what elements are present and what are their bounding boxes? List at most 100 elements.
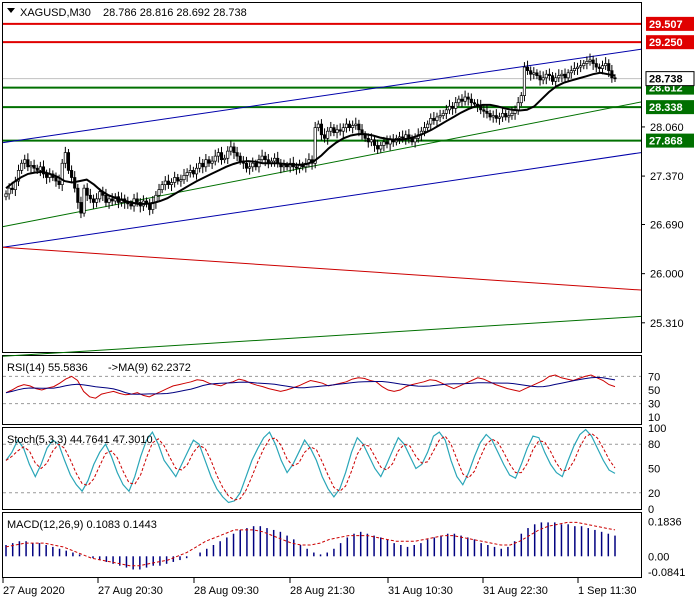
symbol-header: XAGUSD,M30: [20, 7, 91, 19]
candle-body: [104, 194, 108, 203]
level-tag: [646, 35, 694, 50]
candle-body: [550, 75, 555, 82]
macd-label: MACD(12,26,9) 0.1083 0.1443: [7, 519, 157, 531]
candle-body: [26, 159, 30, 168]
candle-body: [76, 187, 80, 203]
candle-body: [469, 98, 473, 104]
candle-body: [354, 123, 358, 126]
candle-body: [23, 159, 27, 164]
candle-body: [488, 113, 492, 118]
candle-body: [160, 184, 164, 190]
candle-body: [223, 157, 227, 161]
candle-body: [251, 162, 255, 168]
trend-line: [2, 152, 642, 248]
candle-body: [329, 127, 333, 132]
candle-body: [507, 115, 511, 118]
candle-body: [369, 139, 373, 143]
candle-body: [294, 166, 298, 169]
candle-body: [204, 159, 208, 168]
rsi-ma-label: ->MA(9) 62.2372: [108, 362, 191, 374]
macd-tick-label: 0.1836: [648, 517, 682, 529]
candle-body: [388, 139, 392, 145]
candle-body: [79, 202, 83, 214]
candle-body: [263, 155, 267, 161]
stoch-panel: [2, 427, 642, 510]
candle-body: [501, 113, 505, 118]
candle-body: [376, 145, 380, 150]
candle-body: [457, 98, 461, 104]
candle-body: [485, 110, 489, 114]
current-price-tag: [645, 71, 695, 87]
candle-body: [363, 134, 367, 139]
candle-body: [466, 96, 470, 100]
rsi-tick-label: 70: [648, 371, 660, 383]
candle-body: [422, 127, 427, 132]
candle-body: [544, 73, 548, 79]
trend-line: [2, 315, 642, 357]
candle-body: [344, 123, 348, 128]
candle-body: [557, 75, 561, 79]
candle-body: [238, 155, 242, 162]
candle-body: [57, 180, 61, 185]
candle-body: [282, 165, 286, 168]
candle-body: [179, 179, 183, 182]
candle-body: [85, 187, 89, 196]
candle-body: [95, 198, 99, 203]
candle-body: [379, 145, 383, 150]
candle-body: [213, 155, 217, 162]
current-price-label: 28.738: [649, 74, 683, 86]
price-tick-label: 27.370: [650, 171, 684, 183]
stoch-k-line: [5, 428, 616, 504]
candle-body: [494, 115, 498, 119]
candle-body: [575, 66, 580, 69]
level-tag-label: 27.868: [649, 136, 683, 148]
candle-body: [432, 118, 436, 121]
candle-body: [516, 102, 520, 111]
stoch-tick-label: 80: [648, 439, 660, 451]
candle-body: [29, 165, 33, 168]
candle-body: [472, 102, 477, 105]
candle-body: [563, 73, 567, 79]
candle-body: [110, 198, 114, 202]
candle-body: [397, 136, 402, 139]
price-tick-label: 26.690: [650, 220, 684, 232]
candle-body: [244, 162, 249, 169]
candle-body: [166, 180, 170, 185]
macd-tick-label: 0.00: [648, 551, 669, 563]
macd-signal-line: [5, 521, 616, 567]
candle-body: [532, 72, 536, 75]
candle-body: [413, 137, 417, 143]
candle-body: [316, 123, 320, 128]
stoch-tick-label: 20: [648, 488, 660, 500]
candle-body: [585, 61, 589, 64]
time-tick-label: 31 Aug 22:30: [483, 585, 548, 597]
time-tick-label: 1 Sep 11:30: [578, 585, 637, 597]
candle-body: [219, 152, 224, 161]
time-tick-label: 31 Aug 10:30: [388, 585, 453, 597]
level-tag-label: 29.507: [649, 19, 683, 31]
candle-body: [332, 127, 336, 133]
candle-body: [491, 115, 495, 118]
candle-body: [560, 73, 564, 76]
candle-body: [16, 170, 21, 182]
candle-body: [41, 166, 46, 175]
price-panel: [2, 2, 642, 353]
candle-body: [351, 125, 355, 128]
candle-body: [7, 187, 11, 195]
ohlc-header: 28.786 28.816 28.692 28.738: [103, 7, 247, 19]
price-tick-label: 26.000: [650, 269, 684, 281]
candle-body: [54, 177, 58, 182]
candle-body: [70, 170, 74, 178]
moving-average-line: [5, 71, 616, 205]
candle-body: [447, 105, 452, 111]
price-tick-label: 25.310: [650, 318, 684, 330]
candle-body: [338, 129, 342, 132]
candle-body: [463, 96, 467, 102]
candle-body: [535, 72, 539, 76]
dropdown-triangle-icon[interactable]: [7, 8, 15, 13]
candle-body: [301, 165, 305, 168]
candle-body: [248, 166, 252, 169]
candle-body: [460, 98, 464, 102]
candle-body: [10, 187, 14, 190]
